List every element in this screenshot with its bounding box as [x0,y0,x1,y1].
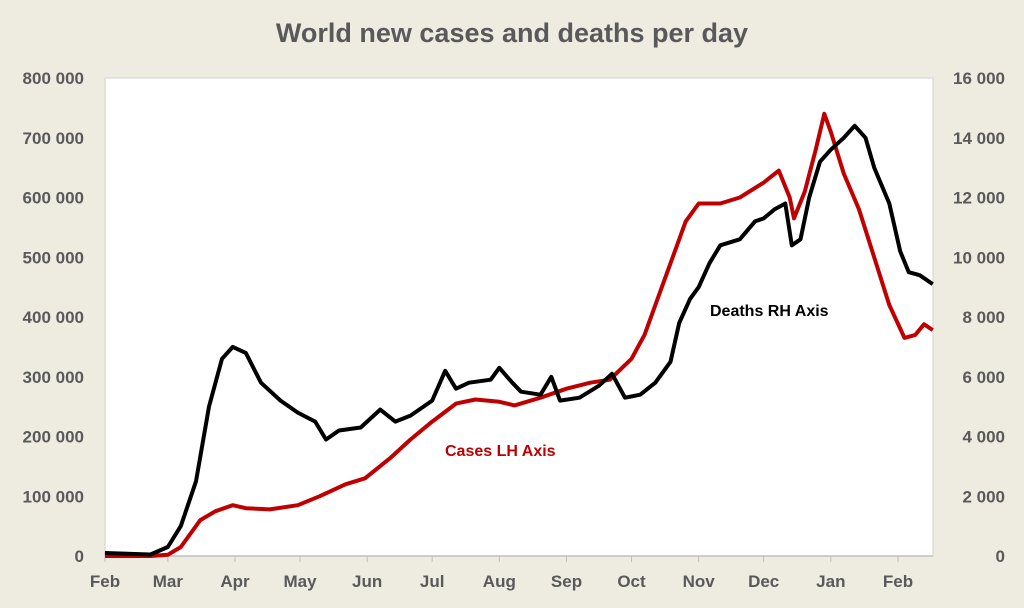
x-tick-label: Sep [551,572,582,591]
x-tick-label: Apr [220,572,250,591]
chart-title: World new cases and deaths per day [275,18,749,48]
left-y-tick-label: 300 000 [23,368,84,387]
x-tick-label: May [283,572,317,591]
left-y-tick-label: 800 000 [23,69,84,88]
left-y-tick-label: 600 000 [23,189,84,208]
cases-annotation: Cases LH Axis [445,443,556,460]
x-tick-label: Jan [816,572,845,591]
left-y-tick-label: 700 000 [23,129,84,148]
right-y-tick-label: 16 000 [953,69,1005,88]
deaths-line [104,123,934,557]
x-tick-label: Feb [883,572,913,591]
deaths-annotation: Deaths RH Axis [710,303,829,320]
left-y-tick-label: 200 000 [23,428,84,447]
left-y-tick-label: 500 000 [23,248,84,267]
plot-area [104,77,934,557]
x-tick-label: Aug [483,572,516,591]
left-y-tick-label: 400 000 [23,308,84,327]
right-y-tick-label: 14 000 [953,129,1005,148]
right-y-tick-label: 6 000 [962,368,1005,387]
x-tick-label: Feb [90,572,120,591]
right-y-tick-label: 12 000 [953,189,1005,208]
right-y-tick-label: 4 000 [962,428,1005,447]
x-tick-label: Jul [420,572,445,591]
x-tick-label: Jun [352,572,382,591]
left-y-tick-label: 100 000 [23,487,84,506]
x-tick-label: Nov [683,572,716,591]
right-y-tick-label: 2 000 [962,487,1005,506]
x-tick-label: Oct [617,572,646,591]
left-y-tick-label: 0 [75,547,84,566]
right-y-tick-label: 8 000 [962,308,1005,327]
right-y-tick-label: 0 [996,547,1005,566]
right-y-tick-label: 10 000 [953,248,1005,267]
x-tick-label: Dec [748,572,779,591]
x-tick-label: Mar [153,572,184,591]
